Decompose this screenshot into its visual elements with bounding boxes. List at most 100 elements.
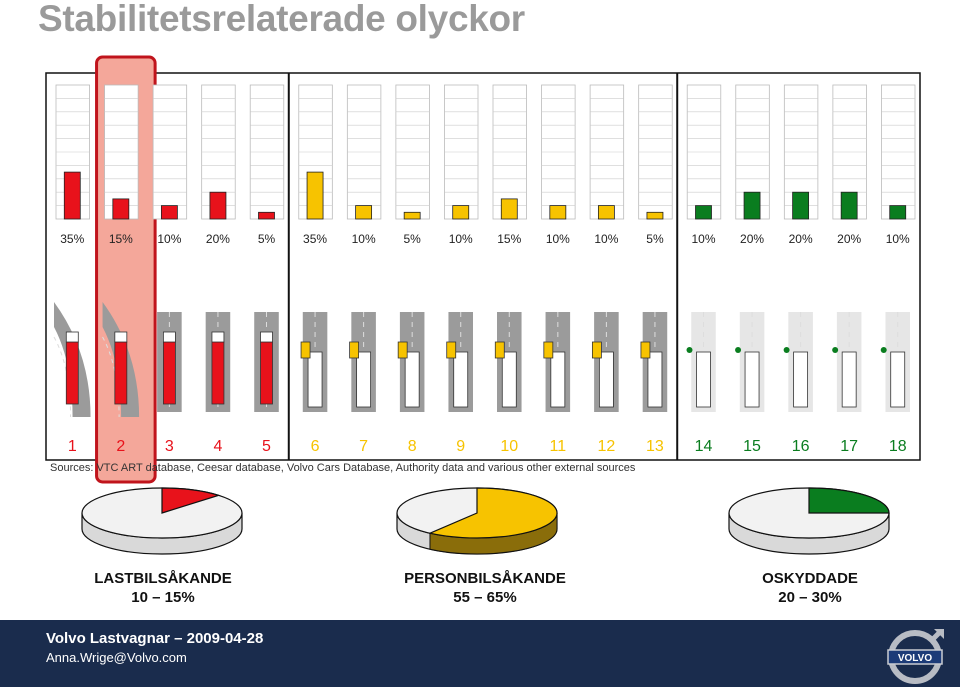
category-label-9: 9 (456, 438, 465, 455)
value-label-6: 35% (303, 232, 327, 246)
bar-12 (597, 205, 615, 220)
bar-7 (355, 205, 373, 220)
value-label-11: 10% (546, 232, 570, 246)
bar-10 (500, 198, 518, 220)
value-label-12: 10% (594, 232, 618, 246)
value-label-3: 10% (157, 232, 181, 246)
footer-bar: Volvo Lastvagnar – 2009-04-28 Anna.Wrige… (0, 620, 960, 687)
road-line (102, 336, 120, 418)
pie-slice-green (808, 487, 890, 514)
page-title: Stabilitetsrelaterade olyckor (38, 0, 525, 39)
pie-slice-red (161, 487, 221, 514)
truck-icon (211, 341, 225, 405)
truck-icon (501, 351, 517, 408)
truck-cab-icon (211, 331, 225, 343)
truck-cab-icon (114, 331, 128, 343)
value-label-16: 20% (789, 232, 813, 246)
car-icon (349, 341, 360, 359)
bar-3 (160, 205, 178, 220)
sources-note: Sources: VTC ART database, Ceesar databa… (50, 462, 636, 474)
truck-icon (550, 351, 566, 408)
bar-15 (743, 191, 761, 220)
truck-icon (356, 351, 372, 408)
category-label-3: 3 (165, 438, 174, 455)
car-icon (543, 341, 554, 359)
pie-title-truck: LASTBILSÅKANDE (94, 570, 232, 587)
svg-text:VOLVO: VOLVO (898, 653, 932, 664)
value-label-5: 5% (258, 232, 276, 246)
pie-label-truck: LASTBILSÅKANDE 10 – 15% (53, 569, 273, 607)
bar-18 (889, 205, 907, 220)
value-label-14: 10% (691, 232, 715, 246)
car-icon (397, 341, 408, 359)
car-icon (640, 341, 651, 359)
category-label-15: 15 (743, 438, 761, 455)
value-label-17: 20% (837, 232, 861, 246)
bar-9 (452, 205, 470, 220)
truck-icon (404, 351, 420, 408)
bar-13 (646, 211, 664, 220)
pedestrian-icon (880, 347, 887, 353)
category-label-6: 6 (311, 438, 320, 455)
bar-17 (840, 191, 858, 220)
value-label-18: 10% (886, 232, 910, 246)
truck-cab-icon (65, 331, 79, 343)
category-label-10: 10 (500, 438, 518, 455)
pie-title-car: PERSONBILSÅKANDE (404, 570, 566, 587)
bar-11 (549, 205, 567, 220)
value-label-8: 5% (403, 232, 421, 246)
truck-icon (841, 351, 857, 408)
category-label-11: 11 (550, 438, 567, 455)
bar-4 (209, 191, 227, 220)
category-label-5: 5 (262, 438, 271, 455)
category-label-18: 18 (889, 438, 907, 455)
category-label-8: 8 (408, 438, 417, 455)
footer-email: Anna.Wrige@Volvo.com (46, 650, 187, 665)
value-label-10: 15% (497, 232, 521, 246)
pedestrian-icon (686, 347, 693, 353)
car-icon (494, 341, 505, 359)
value-label-9: 10% (449, 232, 473, 246)
truck-icon (65, 341, 79, 405)
value-label-4: 20% (206, 232, 230, 246)
pie-slice-yellow (428, 487, 558, 539)
truck-icon (114, 341, 128, 405)
truck-icon (598, 351, 614, 408)
truck-cab-icon (162, 331, 176, 343)
bar-14 (695, 205, 712, 220)
pie-range-truck: 10 – 15% (131, 589, 195, 606)
category-label-17: 17 (840, 438, 858, 455)
truck-icon (647, 351, 663, 408)
category-label-4: 4 (213, 438, 222, 455)
pie-label-unprotected: OSKYDDADE 20 – 30% (700, 569, 920, 607)
truck-icon (696, 351, 711, 408)
bar-2 (112, 198, 130, 220)
volvo-logo-icon: VOLVO (887, 629, 944, 684)
truck-icon (453, 351, 469, 408)
pie-title-unprotected: OSKYDDADE (762, 570, 858, 587)
truck-icon (744, 351, 760, 408)
truck-icon (890, 351, 906, 408)
category-label-12: 12 (597, 438, 615, 455)
pie-range-car: 55 – 65% (453, 589, 517, 606)
pie-range-unprotected: 20 – 30% (778, 589, 842, 606)
truck-icon (162, 341, 176, 405)
bar-5 (258, 211, 275, 220)
value-label-2: 15% (109, 232, 133, 246)
pie-label-car: PERSONBILSÅKANDE 55 – 65% (375, 569, 595, 607)
category-label-1: 1 (68, 438, 77, 455)
value-label-15: 20% (740, 232, 764, 246)
bar-6 (306, 171, 324, 220)
category-label-14: 14 (695, 438, 713, 455)
bar-8 (403, 211, 421, 220)
car-icon (591, 341, 602, 359)
category-label-7: 7 (359, 438, 368, 455)
car-icon (446, 341, 457, 359)
bar-16 (792, 191, 810, 220)
value-label-1: 35% (60, 232, 84, 246)
category-label-16: 16 (792, 438, 810, 455)
road-line (53, 336, 72, 418)
car-icon (300, 341, 311, 359)
category-label-2: 2 (116, 438, 125, 455)
